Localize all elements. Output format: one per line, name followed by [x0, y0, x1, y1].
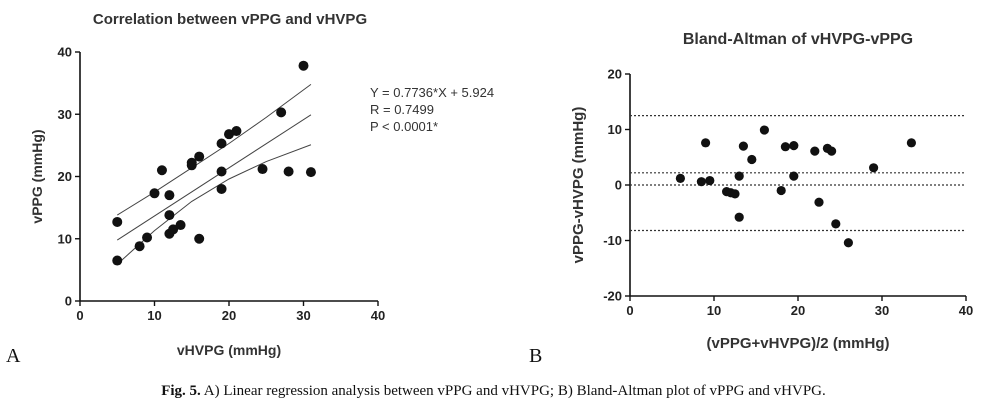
chart-title: Correlation between vPPG and vHVPG	[93, 11, 367, 28]
data-point	[831, 219, 841, 229]
y-tick-label: 0	[615, 178, 622, 193]
figure-caption: Fig. 5. A) Linear regression analysis be…	[0, 383, 987, 400]
data-point	[231, 126, 242, 137]
data-point	[298, 60, 309, 71]
panel-a: Correlation between vPPG and vHVPG 0 10 20 3…	[0, 0, 494, 375]
data-point	[789, 171, 799, 181]
data-point	[112, 216, 123, 227]
y-axis-label: vPPG-vHVPG (mmHg)	[570, 107, 587, 264]
data-point	[675, 173, 685, 183]
x-tick-label: 0	[626, 303, 633, 318]
data-point	[730, 189, 740, 199]
x-tick-label: 40	[371, 308, 385, 323]
data-point	[734, 212, 744, 222]
data-point	[149, 188, 160, 199]
data-point	[156, 165, 167, 176]
data-point	[142, 232, 153, 243]
y-tick-label: 30	[58, 107, 72, 122]
data-point	[906, 138, 916, 148]
y-tick-label: 0	[65, 294, 72, 309]
data-point	[789, 140, 799, 151]
y-tick-label: -10	[603, 233, 622, 248]
x-tick-label: 40	[959, 303, 973, 318]
regression-line	[116, 114, 312, 241]
data-point	[696, 177, 706, 187]
x-tick-label: 20	[222, 308, 236, 323]
bland-altman-chart: Bland-Altman of vHVPG-vPPG 0 10 20 30 40 -20 -1…	[570, 31, 973, 352]
panel-b: Bland-Altman of vHVPG-vPPG 0 10 20 30 40 -20 -1…	[500, 0, 987, 375]
x-tick-label: 10	[707, 303, 721, 318]
y-tick-label: 40	[58, 45, 72, 60]
data-point	[112, 255, 123, 266]
data-point	[283, 166, 294, 177]
y-tick-label: 10	[58, 231, 72, 246]
data-point	[776, 185, 786, 196]
data-point	[216, 138, 227, 149]
x-tick-label: 0	[76, 308, 83, 323]
data-point	[168, 224, 179, 235]
data-point	[175, 220, 186, 231]
data-point	[194, 233, 205, 244]
data-point	[305, 167, 316, 178]
regression-annotation: P < 0.0001*	[370, 119, 438, 134]
x-tick-label: 30	[296, 308, 310, 323]
data-point	[164, 210, 175, 221]
data-point	[276, 107, 287, 118]
data-point	[814, 197, 824, 207]
data-point	[738, 141, 748, 151]
data-point	[734, 171, 744, 181]
data-point	[186, 157, 197, 168]
data-point	[810, 146, 820, 156]
y-axis-label: vPPG (mmHg)	[29, 129, 45, 223]
y-tick-label: 20	[58, 169, 72, 184]
data-point	[747, 154, 757, 165]
data-point	[134, 241, 145, 252]
data-point	[780, 142, 790, 152]
data-point	[869, 163, 879, 173]
y-tick-label: 10	[608, 122, 622, 137]
data-point	[705, 175, 715, 186]
data-point	[164, 190, 175, 201]
x-axis-label: (vPPG+vHVPG)/2 (mmHg)	[707, 335, 890, 352]
panel-letter-b: B	[529, 345, 543, 367]
x-tick-label: 30	[875, 303, 889, 318]
regression-annotation: Y = 0.7736*X + 5.924	[370, 85, 494, 100]
chart-title: Bland-Altman of vHVPG-vPPG	[683, 31, 913, 48]
confidence-lower-line	[116, 144, 312, 265]
data-point	[827, 146, 837, 156]
y-tick-label: -20	[603, 289, 622, 304]
data-point	[257, 164, 268, 175]
x-axis-label: vHVPG (mmHg)	[177, 342, 281, 358]
caption-label: Fig. 5.	[161, 383, 201, 399]
regression-chart: Correlation between vPPG and vHVPG 0 10 20 3…	[29, 11, 494, 358]
data-point	[216, 166, 227, 177]
confidence-upper-line	[116, 83, 312, 216]
data-point	[194, 151, 205, 162]
x-tick-label: 10	[147, 308, 161, 323]
x-tick-label: 20	[791, 303, 805, 318]
data-point	[701, 138, 711, 148]
y-tick-label: 20	[608, 67, 622, 82]
regression-annotation: R = 0.7499	[370, 102, 434, 117]
data-point	[216, 183, 227, 194]
data-point	[843, 238, 853, 248]
caption-text: A) Linear regression analysis between vP…	[203, 383, 826, 399]
data-point	[759, 125, 769, 135]
panel-letter-a: A	[6, 345, 21, 367]
